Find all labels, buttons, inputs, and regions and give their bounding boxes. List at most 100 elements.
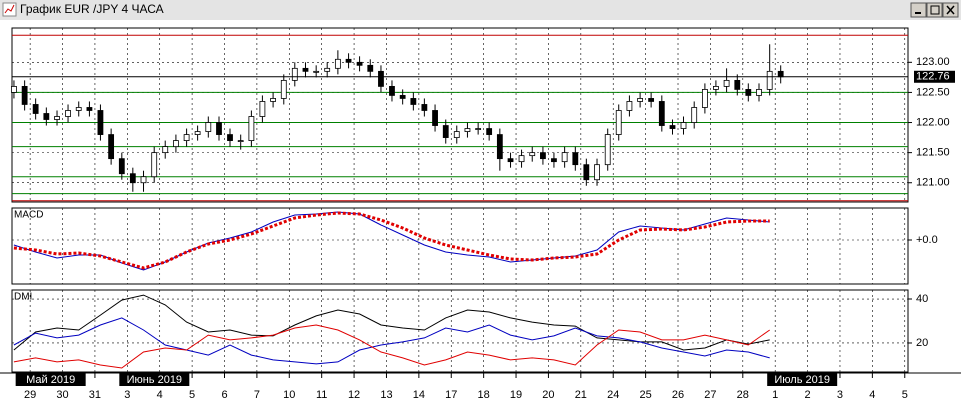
candle-body	[237, 140, 244, 142]
candle-body	[648, 98, 655, 102]
maximize-button[interactable]	[926, 2, 943, 18]
month-label-box	[15, 373, 86, 386]
window-title: График EUR /JPY 4 ЧАСА	[20, 2, 164, 16]
candle-body	[615, 110, 622, 135]
candle-body	[658, 101, 665, 126]
indicator-line	[13, 211, 770, 271]
x-tick-label: 27	[704, 389, 716, 401]
candle-body	[248, 116, 255, 141]
candle-body	[118, 158, 125, 175]
candle-body	[626, 101, 633, 111]
candle-body	[496, 134, 503, 160]
indicator-line	[13, 211, 770, 270]
candle-body	[389, 86, 395, 96]
y-tick-label: +0.0	[916, 234, 938, 246]
candle-body	[259, 101, 266, 117]
x-tick-label: 2	[805, 389, 811, 401]
candle-body	[356, 61, 363, 66]
x-tick-label: 4	[869, 389, 875, 401]
candle-body	[594, 164, 600, 181]
window-icon-glyph	[4, 4, 15, 14]
x-tick-label: 29	[24, 389, 36, 401]
x-tick-label: 21	[575, 389, 587, 401]
candle-body	[464, 128, 471, 132]
x-tick-label: 10	[283, 389, 295, 401]
candle-body	[21, 86, 28, 105]
candle-body	[691, 107, 698, 123]
candle-body	[205, 122, 212, 132]
x-tick-label: 25	[639, 389, 651, 401]
candle-body	[637, 98, 644, 102]
candle-body	[43, 113, 50, 120]
y-tick-label: 121.50	[916, 147, 950, 159]
candle-body	[421, 104, 428, 111]
x-tick-label: 18	[478, 389, 490, 401]
candle-body	[583, 164, 590, 181]
candle-body	[54, 116, 60, 120]
candle-body	[507, 158, 514, 163]
close-glyph	[946, 5, 955, 15]
x-tick-label: 20	[542, 389, 554, 401]
title-bar	[0, 0, 961, 20]
x-tick-label: 3	[124, 389, 130, 401]
candle-body	[32, 104, 39, 114]
candle-body	[227, 134, 233, 141]
candle-body	[86, 107, 93, 111]
candle-body	[518, 155, 525, 163]
candle-body	[216, 122, 222, 135]
month-label-box	[767, 373, 838, 386]
candle-body	[324, 67, 331, 72]
candle-body	[540, 152, 546, 160]
x-tick-label: 5	[902, 389, 908, 401]
candle-body	[291, 67, 298, 81]
indicator-line	[13, 294, 770, 351]
candle-body	[453, 131, 460, 138]
candle-body	[367, 64, 374, 72]
month-label: Июнь 2019	[127, 374, 183, 386]
candle-body	[313, 70, 320, 73]
candle-body	[183, 134, 190, 141]
x-tick-label: 30	[56, 389, 68, 401]
candle-body	[280, 79, 287, 99]
last-price-box	[914, 70, 955, 83]
month-label-box	[119, 373, 190, 386]
last-price-label: 122.76	[916, 71, 950, 83]
candle-body	[529, 152, 536, 157]
panel-title: MACD	[14, 210, 43, 221]
indicator-line	[13, 317, 770, 365]
y-tick-label: 20	[916, 337, 928, 349]
month-label: Май 2019	[26, 374, 75, 386]
minimize-button[interactable]	[910, 2, 927, 18]
x-tick-label: 5	[189, 389, 195, 401]
x-tick-label: 12	[348, 389, 360, 401]
candle-body	[777, 70, 784, 78]
candle-body	[561, 152, 568, 163]
candle-body	[65, 110, 71, 117]
candle-body	[140, 176, 147, 184]
y-tick-label: 40	[916, 293, 928, 305]
candle-body	[151, 152, 158, 178]
candle-body	[756, 89, 762, 96]
candle-body	[97, 110, 104, 135]
candle-body	[378, 70, 384, 87]
candle-body	[604, 134, 611, 166]
indicator-line	[13, 324, 770, 369]
x-tick-label: 6	[221, 389, 227, 401]
y-tick-label: 122.50	[916, 86, 950, 98]
candle-body	[723, 79, 730, 87]
x-tick-label: 4	[157, 389, 163, 401]
candle-body	[162, 146, 169, 154]
candle-body	[572, 152, 579, 166]
x-tick-label: 13	[380, 389, 392, 401]
candle-body	[345, 58, 352, 63]
candle-body	[302, 67, 309, 72]
candle-body	[11, 86, 17, 93]
x-tick-label: 24	[607, 389, 619, 401]
panel	[11, 27, 909, 203]
candle-body	[173, 140, 179, 148]
x-tick-label: 14	[413, 389, 425, 401]
candle-body	[475, 128, 482, 130]
candle-body	[194, 131, 201, 135]
x-tick-label: 26	[672, 389, 684, 401]
